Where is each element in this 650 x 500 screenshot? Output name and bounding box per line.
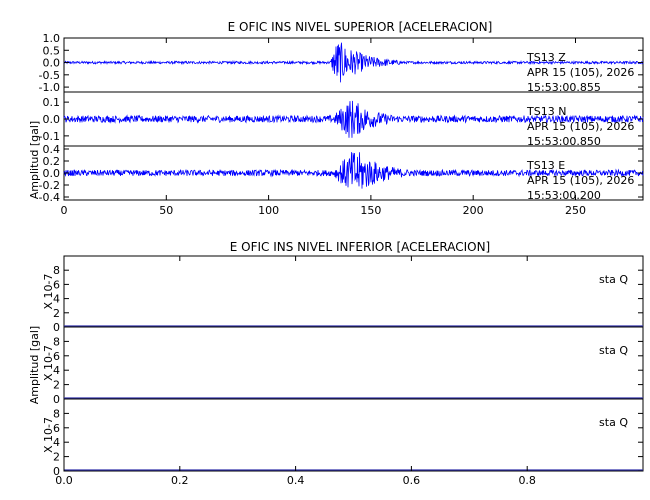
y-tick-label: 6: [53, 422, 60, 435]
x-tick-label: 0.8: [518, 474, 536, 487]
y-tick-label: -1.0: [39, 81, 60, 94]
y-tick-label: 4: [53, 293, 60, 306]
y-tick-label: 6: [53, 350, 60, 363]
y-tick-label: 0: [53, 321, 60, 334]
y-tick-label: 8: [53, 264, 60, 277]
waveform-trace-3: [63, 152, 644, 189]
y-tick-label: -0.4: [39, 191, 60, 204]
y-tick-label: 0.0: [43, 167, 61, 180]
y-tick-label: 0: [53, 393, 60, 406]
y-tick-label: 0.0: [43, 113, 61, 126]
y-tick-label: 2: [53, 451, 60, 464]
top-ylabel: Amplitud [gal]: [28, 121, 41, 199]
scale-factor-label: X 10-7: [42, 274, 55, 310]
record-time: 15:53:00.200: [527, 189, 601, 202]
x-tick-label: 0.6: [403, 474, 421, 487]
scale-factor-label: X 10-7: [42, 345, 55, 381]
x-tick-label: 100: [258, 204, 279, 217]
x-tick-label: 50: [159, 204, 173, 217]
y-tick-label: 4: [53, 364, 60, 377]
y-tick-label: 0.0: [43, 57, 61, 70]
y-tick-label: 4: [53, 436, 60, 449]
bottom-panel-frame: [63, 398, 644, 472]
station-label: sta Q: [599, 344, 628, 357]
record-date: APR 15 (105), 2026: [527, 174, 634, 187]
y-tick-label: 2: [53, 307, 60, 320]
y-tick-label: 0: [53, 465, 60, 478]
y-tick-label: 8: [53, 335, 60, 348]
x-tick-label: 200: [463, 204, 484, 217]
y-tick-label: 8: [53, 407, 60, 420]
waveform-trace-2: [63, 100, 644, 138]
channel-label: TS13 Z: [526, 51, 566, 64]
channel-label: TS13 N: [526, 105, 566, 118]
x-tick-label: 0.4: [287, 474, 305, 487]
record-time: 15:53:00.850: [527, 135, 601, 148]
bottom-ylabel: Amplitud [gal]: [28, 326, 41, 404]
y-tick-label: -0.5: [39, 69, 60, 82]
y-tick-label: 6: [53, 278, 60, 291]
y-tick-label: 2: [53, 379, 60, 392]
waveform-trace-1: [63, 42, 644, 83]
y-tick-label: 0.5: [43, 44, 61, 57]
y-tick-label: 1.0: [43, 32, 61, 45]
record-date: APR 15 (105), 2026: [527, 120, 634, 133]
record-date: APR 15 (105), 2026: [527, 66, 634, 79]
y-tick-label: -0.1: [39, 130, 60, 143]
x-tick-label: 0.0: [55, 474, 73, 487]
top-chart-title: E OFIC INS NIVEL SUPERIOR [ACELERACION]: [228, 20, 493, 34]
channel-label: TS13 E: [526, 159, 565, 172]
x-tick-label: 0: [61, 204, 68, 217]
station-label: sta Q: [599, 416, 628, 429]
scale-factor-label: X 10-7: [42, 417, 55, 453]
bottom-panel-frame: [63, 255, 644, 328]
y-tick-label: -0.2: [39, 179, 60, 192]
bottom-chart-title: E OFIC INS NIVEL INFERIOR [ACELERACION]: [230, 240, 490, 254]
station-label: sta Q: [599, 273, 628, 286]
y-tick-label: 0.2: [43, 155, 61, 168]
y-tick-label: 0.1: [43, 96, 61, 109]
x-tick-label: 150: [360, 204, 381, 217]
bottom-panel-frame: [63, 326, 644, 400]
y-tick-label: 0.4: [43, 143, 61, 156]
record-time: 15:53:00.855: [527, 81, 601, 94]
x-tick-label: 0.2: [171, 474, 189, 487]
x-tick-label: 250: [565, 204, 586, 217]
